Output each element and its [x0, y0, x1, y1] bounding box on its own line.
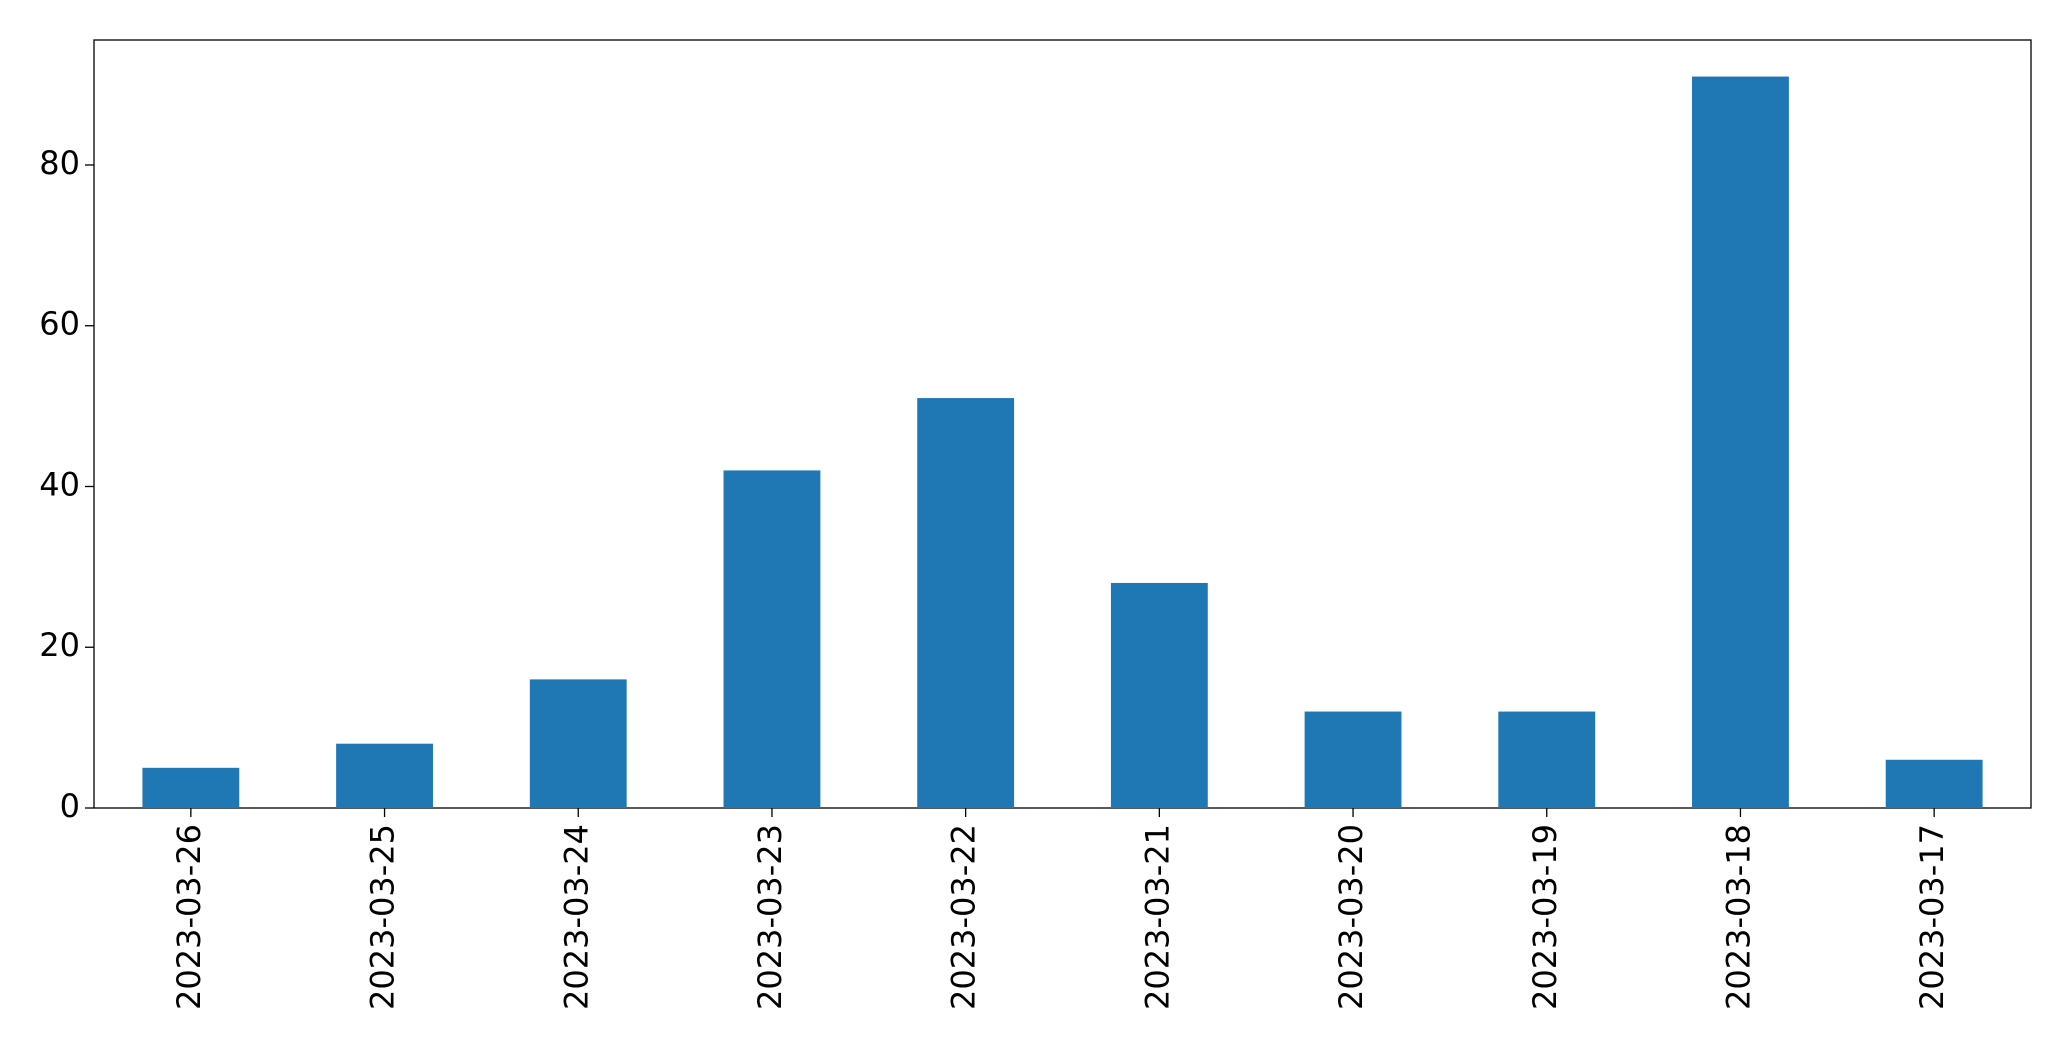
- bar: [1885, 759, 1983, 808]
- bar: [336, 743, 433, 808]
- bar: [142, 767, 240, 808]
- x-tick-label: 2023-03-23: [751, 824, 789, 1010]
- bar: [917, 398, 1015, 808]
- y-tick-label: 40: [39, 465, 80, 503]
- bar: [1692, 76, 1789, 809]
- bar: [1110, 582, 1208, 808]
- x-tick-label: 2023-03-21: [1138, 824, 1176, 1010]
- y-tick-label: 0: [60, 787, 80, 825]
- y-tick-label: 60: [39, 305, 80, 343]
- bar: [529, 679, 627, 808]
- x-tick-label: 2023-03-17: [1913, 824, 1951, 1010]
- x-tick-label: 2023-03-25: [364, 824, 402, 1010]
- bar: [1304, 711, 1402, 808]
- plot-frame: [93, 39, 2032, 809]
- x-tick-label: 2023-03-19: [1526, 824, 1564, 1010]
- x-tick-label: 2023-03-22: [945, 824, 983, 1010]
- bar: [1498, 711, 1596, 808]
- y-tick-label: 80: [39, 144, 80, 182]
- x-tick-label: 2023-03-24: [557, 824, 595, 1010]
- x-tick-label: 2023-03-18: [1719, 824, 1757, 1010]
- y-tick-label: 20: [39, 626, 80, 664]
- bar: [723, 470, 821, 808]
- x-tick-label: 2023-03-20: [1332, 824, 1370, 1010]
- x-tick-label: 2023-03-26: [170, 824, 208, 1010]
